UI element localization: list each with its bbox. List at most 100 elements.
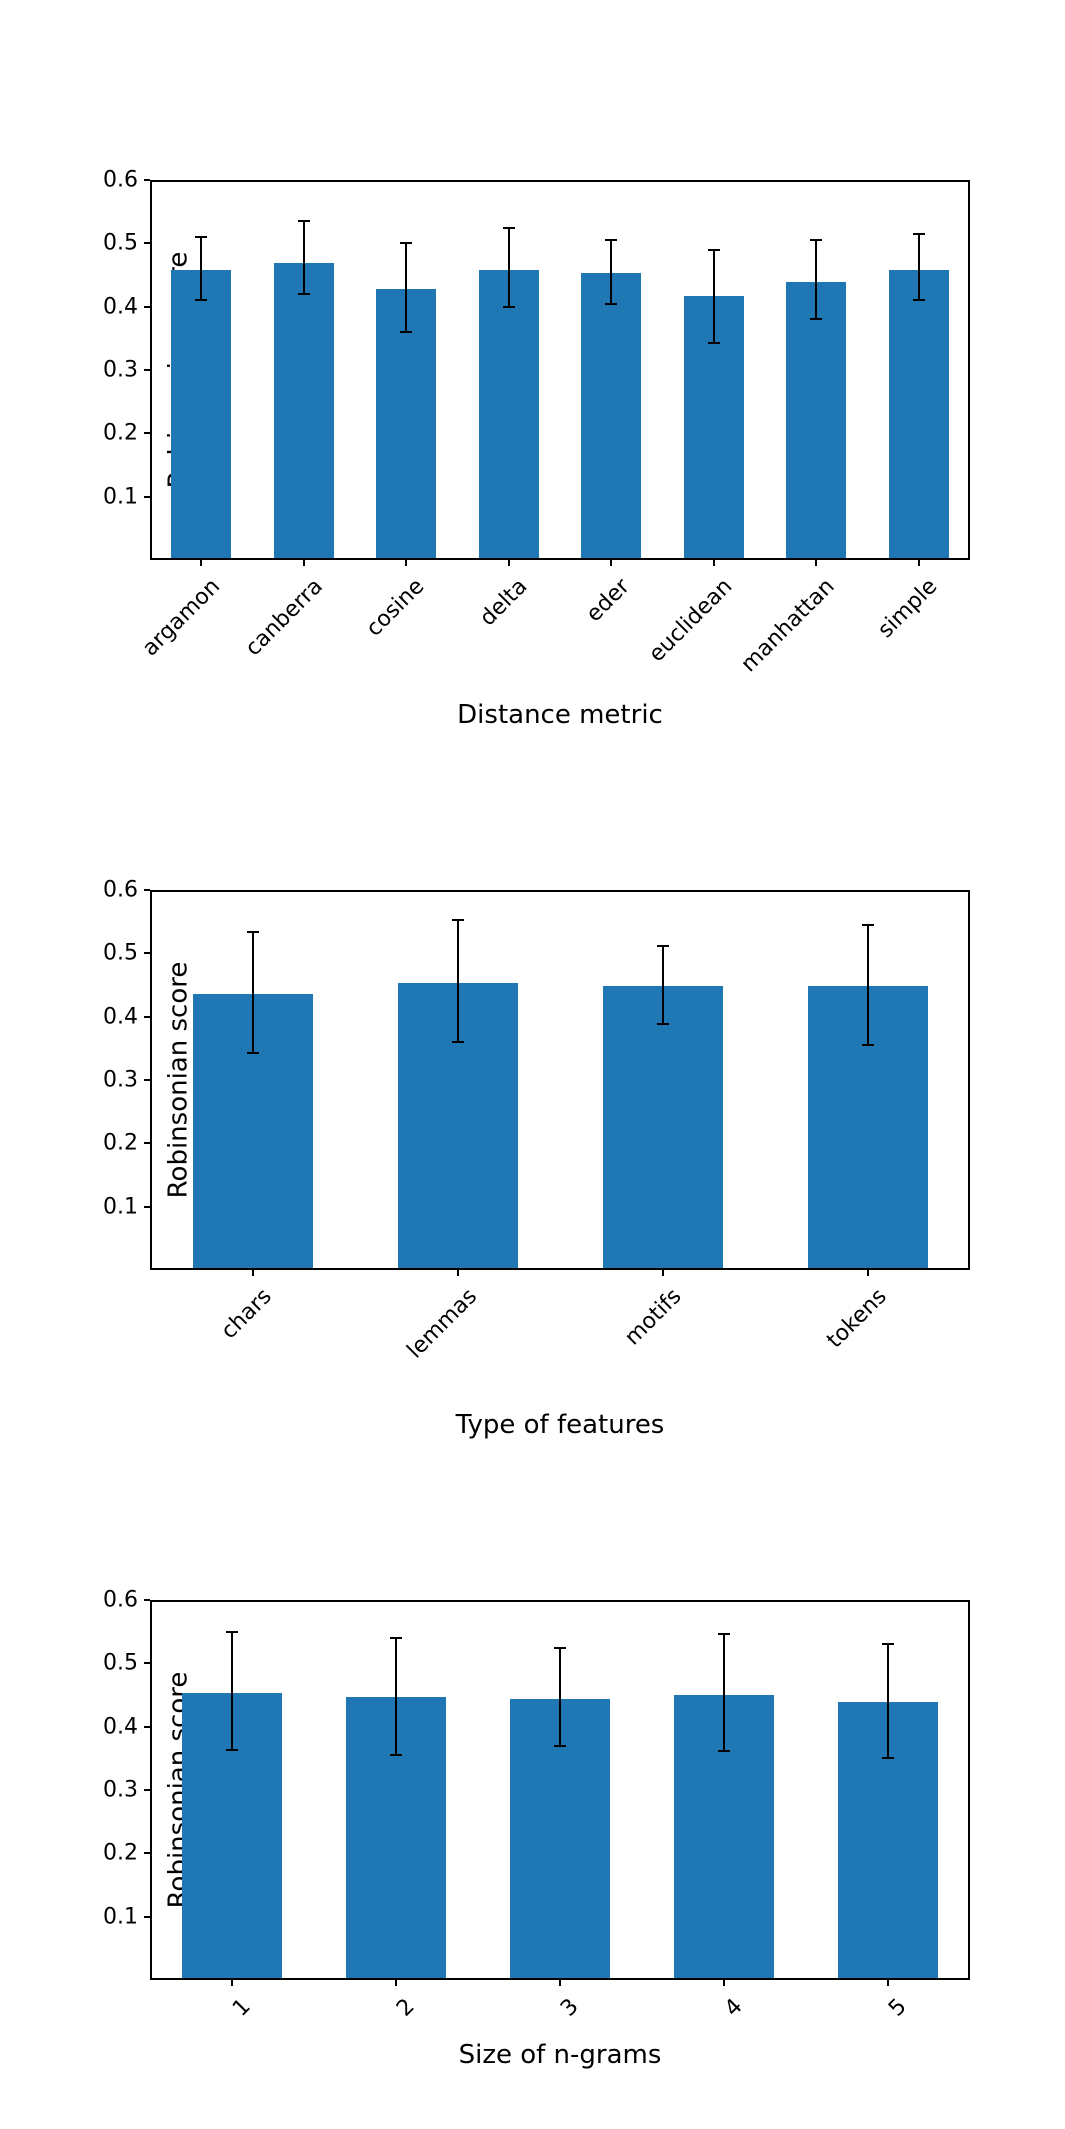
x-tick-mark [508,560,510,566]
figure: Robinsonian score Distance metric 0.1 0.2 0.… [0,0,1065,2129]
error-cap [605,239,617,241]
y-tick-label: 0.5 [103,231,138,256]
x-tick-mark [200,560,202,566]
error-cap [390,1754,402,1756]
error-bar [559,1648,561,1746]
x-tick-label: motifs [620,1284,686,1350]
error-cap [718,1633,730,1635]
x-tick-label: argamon [138,574,225,661]
y-tick-label: 0.3 [103,358,138,383]
error-cap [503,306,515,308]
x-axis-label: Distance metric [457,700,663,730]
y-tick-label: 0.3 [103,1778,138,1803]
error-bar [405,243,407,332]
x-tick-label: tokens [822,1284,891,1353]
error-cap [862,1044,874,1046]
error-cap [390,1637,402,1639]
y-tick-mark [144,952,150,954]
error-cap [554,1647,566,1649]
y-tick-mark [144,1206,150,1208]
y-tick-label: 0.6 [103,878,138,903]
error-bar [395,1638,397,1755]
x-tick-label: 1 [228,1994,256,2022]
y-tick-label: 0.2 [103,1131,138,1156]
chart-ngrams: Robinsonian scoreSize of n-grams0.10.20.… [150,1600,970,1980]
error-cap [400,242,412,244]
error-cap [862,924,874,926]
y-tick-label: 0.2 [103,421,138,446]
x-tick-mark [610,560,612,566]
bar [479,270,539,558]
x-tick-label: canberra [241,574,328,661]
error-bar [303,221,305,294]
y-tick-mark [144,889,150,891]
x-tick-mark [918,560,920,566]
y-tick-label: 0.2 [103,1841,138,1866]
x-tick-mark [395,1980,397,1986]
x-tick-mark [887,1980,889,1986]
y-tick-mark [144,1916,150,1918]
x-tick-mark [559,1980,561,1986]
error-bar [815,240,817,319]
error-bar [867,925,869,1045]
y-tick-mark [144,1142,150,1144]
error-bar [610,240,612,303]
x-tick-label: 4 [720,1994,748,2022]
error-cap [298,293,310,295]
y-tick-label: 0.4 [103,1004,138,1029]
error-cap [503,227,515,229]
x-tick-mark [231,1980,233,1986]
x-tick-label: 2 [392,1994,420,2022]
error-cap [913,233,925,235]
error-bar [508,228,510,307]
x-tick-mark [662,1270,664,1276]
y-tick-label: 0.4 [103,1714,138,1739]
error-cap [195,236,207,238]
x-tick-mark [867,1270,869,1276]
error-cap [247,1052,259,1054]
y-tick-mark [144,1789,150,1791]
y-tick-label: 0.1 [103,1194,138,1219]
error-cap [605,303,617,305]
x-tick-label: eder [582,574,635,627]
error-bar [918,234,920,301]
y-tick-label: 0.1 [103,1904,138,1929]
error-bar [713,250,715,343]
x-tick-label: manhattan [737,574,840,677]
x-tick-label: 3 [556,1994,584,2022]
bar [171,270,231,558]
bar [603,986,723,1268]
y-tick-mark [144,369,150,371]
x-tick-label: lemmas [402,1284,482,1364]
y-tick-label: 0.5 [103,1651,138,1676]
y-tick-mark [144,1016,150,1018]
error-bar [231,1632,233,1750]
x-tick-label: 5 [884,1994,912,2022]
y-tick-mark [144,1662,150,1664]
error-cap [452,919,464,921]
error-cap [708,249,720,251]
y-tick-mark [144,432,150,434]
x-tick-mark [713,560,715,566]
error-cap [882,1757,894,1759]
y-tick-mark [144,242,150,244]
y-tick-mark [144,496,150,498]
error-cap [913,299,925,301]
x-tick-label: cosine [362,574,430,642]
y-tick-mark [144,306,150,308]
y-tick-mark [144,1852,150,1854]
error-cap [554,1745,566,1747]
error-bar [662,946,664,1025]
x-tick-mark [815,560,817,566]
y-axis-label: Robinsonian score [163,962,193,1199]
bar [581,273,641,558]
error-cap [226,1631,238,1633]
bar [786,282,846,558]
y-tick-label: 0.5 [103,941,138,966]
y-tick-mark [144,1726,150,1728]
x-tick-label: delta [475,574,532,631]
y-tick-label: 0.6 [103,168,138,193]
error-bar [252,932,254,1052]
error-cap [452,1041,464,1043]
error-cap [810,318,822,320]
